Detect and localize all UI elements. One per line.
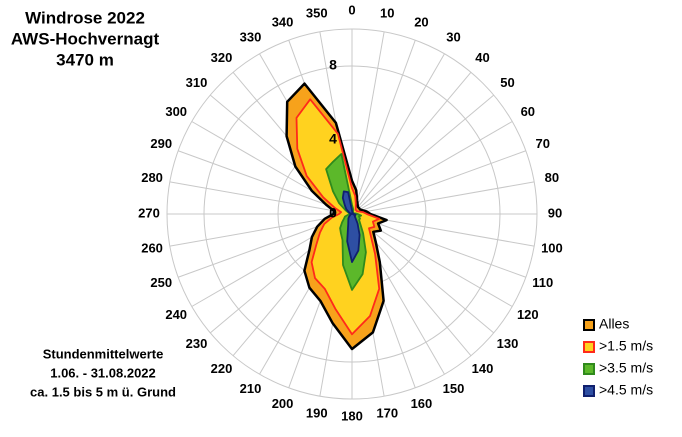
angle-label: 330 (240, 30, 262, 45)
note: Stundenmittelwerte (43, 346, 164, 361)
angle-label: 310 (186, 75, 208, 90)
angle-label: 180 (341, 408, 363, 423)
angle-label: 200 (272, 396, 294, 411)
angle-label: 90 (548, 205, 562, 220)
angle-label: 170 (376, 405, 398, 420)
legend-label: Alles (599, 316, 629, 332)
chart-title: Windrose 2022 (25, 8, 145, 27)
angle-label: 300 (165, 104, 187, 119)
angle-label: 100 (541, 241, 563, 256)
legend-label: >3.5 m/s (599, 360, 653, 376)
spoke (351, 213, 527, 278)
angle-label: 220 (211, 361, 233, 376)
spoke (351, 39, 416, 215)
legend-swatch (583, 341, 595, 353)
r-tick-label: 8 (329, 57, 337, 73)
angle-label: 260 (141, 241, 163, 256)
spoke (351, 213, 495, 334)
angle-label: 340 (272, 15, 294, 30)
chart-title: 3470 m (56, 50, 114, 69)
angle-label: 250 (150, 275, 172, 290)
angle-label: 30 (446, 30, 460, 45)
angle-label: 40 (475, 50, 489, 65)
legend-label: >1.5 m/s (599, 338, 653, 354)
spoke (351, 71, 472, 215)
spoke (169, 181, 353, 215)
chart-title: AWS-Hochvernagt (11, 29, 160, 48)
angle-label: 0 (348, 2, 355, 17)
angle-label: 60 (521, 104, 535, 119)
angle-label: 320 (211, 50, 233, 65)
spoke (351, 94, 495, 215)
r-tick-label: 0 (329, 205, 337, 221)
series-area (341, 190, 361, 263)
angle-label: 230 (186, 336, 208, 351)
angle-label: 50 (500, 75, 514, 90)
angle-label: 120 (517, 307, 539, 322)
angle-label: 130 (497, 336, 519, 351)
angle-label: 110 (532, 275, 553, 290)
note: 1.06. - 31.08.2022 (50, 365, 156, 380)
angle-label: 150 (443, 381, 465, 396)
angle-label: 350 (306, 6, 328, 21)
angle-label: 160 (411, 396, 433, 411)
spoke (351, 150, 527, 215)
legend-swatch (583, 385, 595, 397)
angle-label: 20 (414, 15, 428, 30)
angle-label: 80 (545, 170, 559, 185)
legend-label: >4.5 m/s (599, 382, 653, 398)
angle-label: 240 (165, 307, 187, 322)
angle-label: 10 (380, 6, 394, 21)
angle-label: 190 (306, 405, 328, 420)
spoke (351, 53, 445, 215)
angle-label: 270 (138, 205, 160, 220)
note: ca. 1.5 bis 5 m ü. Grund (30, 384, 176, 399)
r-tick-label: 4 (329, 131, 337, 147)
spoke (169, 213, 353, 247)
angle-label: 70 (536, 136, 550, 151)
spoke (351, 181, 535, 215)
legend-swatch (583, 363, 595, 375)
spoke (177, 150, 353, 215)
angle-label: 290 (150, 136, 172, 151)
spoke (351, 31, 385, 215)
title-block: Windrose 2022 AWS-Hochvernagt 3470 m (11, 8, 160, 69)
angle-label: 280 (141, 170, 163, 185)
angle-label: 140 (472, 361, 494, 376)
spoke (351, 121, 513, 215)
series-area (295, 98, 381, 336)
legend-swatch (583, 319, 595, 331)
angle-label: 210 (240, 381, 262, 396)
